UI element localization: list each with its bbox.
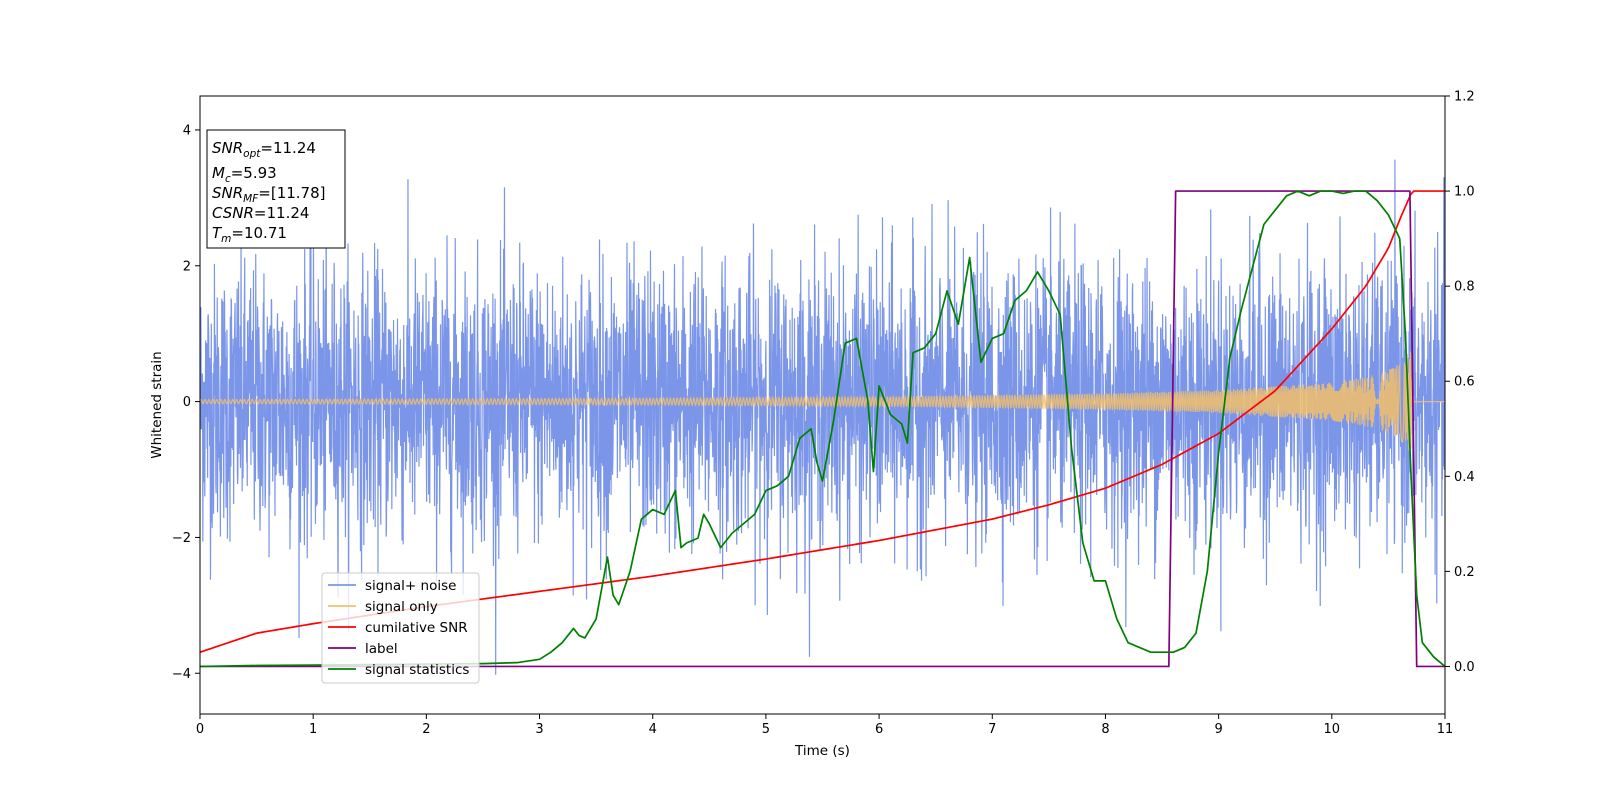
annotation-line: SNRopt=11.24 [212,139,316,160]
x-tick-label: 4 [649,722,657,737]
x-tick-label: 6 [875,722,883,737]
legend-label: cumilative SNR [365,620,468,636]
series-signal-statistics [200,190,1445,668]
y-left-tick-label: 4 [183,123,191,138]
y-left-tick-label: −4 [172,667,191,682]
series-signal-only [200,351,1445,451]
x-tick-label: 0 [196,722,204,737]
legend-label: label [365,641,398,657]
y-right-tick-label: 0.6 [1454,375,1475,390]
y-axis-label: Whitened strain [149,351,165,458]
legend-frame [321,572,480,684]
annotation-line: Mc=5.93 [212,164,277,185]
x-tick-label: 1 [309,722,317,737]
annotation-line: CSNR=11.24 [212,204,309,222]
legend-label: signal only [365,599,438,615]
plot-frame [199,95,1446,715]
legend-label: signal+ noise [365,578,456,594]
x-tick-label: 2 [422,722,430,737]
y-right-tick-label: 1.0 [1454,185,1475,200]
y-left-tick-label: −2 [172,531,191,546]
y-right-tick-label: 0.8 [1454,280,1475,295]
axes: 0 1 2 3 4 5 6 7 8 9 10 11 −4 −2 0 2 4 0.0 0.2 0.4 0.6 0.8 1.0 1… [149,90,1475,760]
x-tick-label: 7 [988,722,996,737]
annotation-line: SNRMF=[11.78] [212,184,326,205]
annotation-box: SNRopt=11.24 Mc=5.93SNRMF=[11.78]CSNR=11.… [206,129,346,249]
y-right-tick-label: 1.2 [1454,90,1475,105]
annotation-line: Tm=10.71 [212,224,287,245]
legend-label: signal statistics [365,662,469,678]
annotation-frame [206,129,346,249]
legend: signal+ noise signal only cumilative SNR la… [321,572,480,684]
series-label [200,190,1445,668]
x-axis-label: Time (s) [794,743,850,759]
y-right-tick-label: 0.0 [1454,660,1475,675]
y-left-tick-label: 2 [183,259,191,274]
x-tick-label: 5 [762,722,770,737]
y-left-tick-label: 0 [183,395,191,410]
x-tick-label: 10 [1324,722,1341,737]
x-tick-label: 3 [535,722,543,737]
x-tick-label: 8 [1101,722,1109,737]
x-tick-label: 9 [1214,722,1222,737]
x-tick-label: 11 [1437,722,1454,737]
y-right-tick-label: 0.2 [1454,565,1475,580]
y-right-tick-label: 0.4 [1454,470,1475,485]
